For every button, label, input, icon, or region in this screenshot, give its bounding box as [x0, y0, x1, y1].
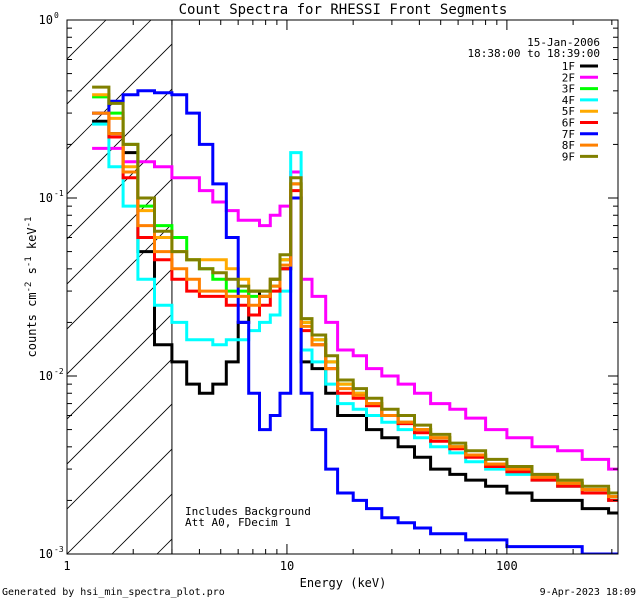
legend-label-6F: 6F [562, 117, 575, 130]
legend-label-3F: 3F [562, 83, 575, 96]
footer-timestamp: 9-Apr-2023 18:09 [540, 587, 636, 598]
hatch-line [67, 223, 172, 330]
chart-title: Count Spectra for RHESSI Front Segments [179, 2, 508, 18]
time-range-label: 18:38:00 to 18:39:00 [468, 47, 600, 60]
y-tick-exponent: -1 [54, 189, 64, 198]
series-line-9F [92, 85, 618, 495]
hatch-line [67, 43, 172, 150]
hatch-line [67, 20, 152, 105]
y-tick-exponent: 0 [54, 11, 59, 20]
footer-generated-by: Generated by hsi_min_spectra_plot.pro [2, 587, 225, 598]
hatch-line [607, 20, 640, 554]
y-axis-label-mid: s [25, 267, 39, 281]
legend-label-9F: 9F [562, 150, 575, 163]
annotation-attenuator: Att A0, FDecim 1 [185, 516, 291, 529]
y-axis-label-end: keV [25, 227, 39, 256]
x-tick-label: 10 [280, 559, 294, 573]
series-line-1F [92, 119, 618, 515]
y-tick-label: 10 [39, 547, 53, 561]
series-line-2F [92, 146, 618, 471]
series-line-4F [92, 122, 618, 502]
y-tick-label: 10 [39, 191, 53, 205]
hatch-line [67, 20, 107, 60]
x-tick-label: 100 [496, 559, 518, 573]
legend-label-1F: 1F [562, 60, 575, 73]
y-axis-label-exp2: -1 [24, 256, 34, 267]
hatch-line [67, 448, 172, 554]
y-axis-label: counts cm-2 s-1 keV-1 [24, 217, 39, 358]
legend-label-8F: 8F [562, 139, 575, 152]
hatch-line [67, 313, 172, 420]
y-tick-exponent: -2 [54, 367, 64, 376]
x-axis-label: Energy (keV) [300, 576, 387, 590]
legend-label-5F: 5F [562, 105, 575, 118]
y-tick-exponent: -3 [54, 545, 64, 554]
y-axis-label-exp1: -2 [24, 282, 34, 293]
date-label: 15-Jan-2006 [527, 36, 600, 49]
legend-label-7F: 7F [562, 128, 575, 141]
hatch-line [67, 358, 172, 465]
hatch-line [67, 88, 172, 195]
annotation-background: Includes Background [185, 505, 311, 518]
x-tick-label: 1 [63, 559, 70, 573]
hatch-line [67, 268, 172, 375]
series-line-8F [92, 111, 618, 499]
legend-label-2F: 2F [562, 71, 575, 84]
plot-frame [66, 19, 619, 555]
y-tick-label: 10 [39, 369, 53, 383]
y-axis-label-main: counts cm [25, 292, 39, 357]
y-tick-label: 10 [39, 13, 53, 27]
hatch-line [67, 403, 172, 510]
y-axis-label-exp3: -1 [24, 217, 34, 228]
legend-label-4F: 4F [562, 94, 575, 107]
